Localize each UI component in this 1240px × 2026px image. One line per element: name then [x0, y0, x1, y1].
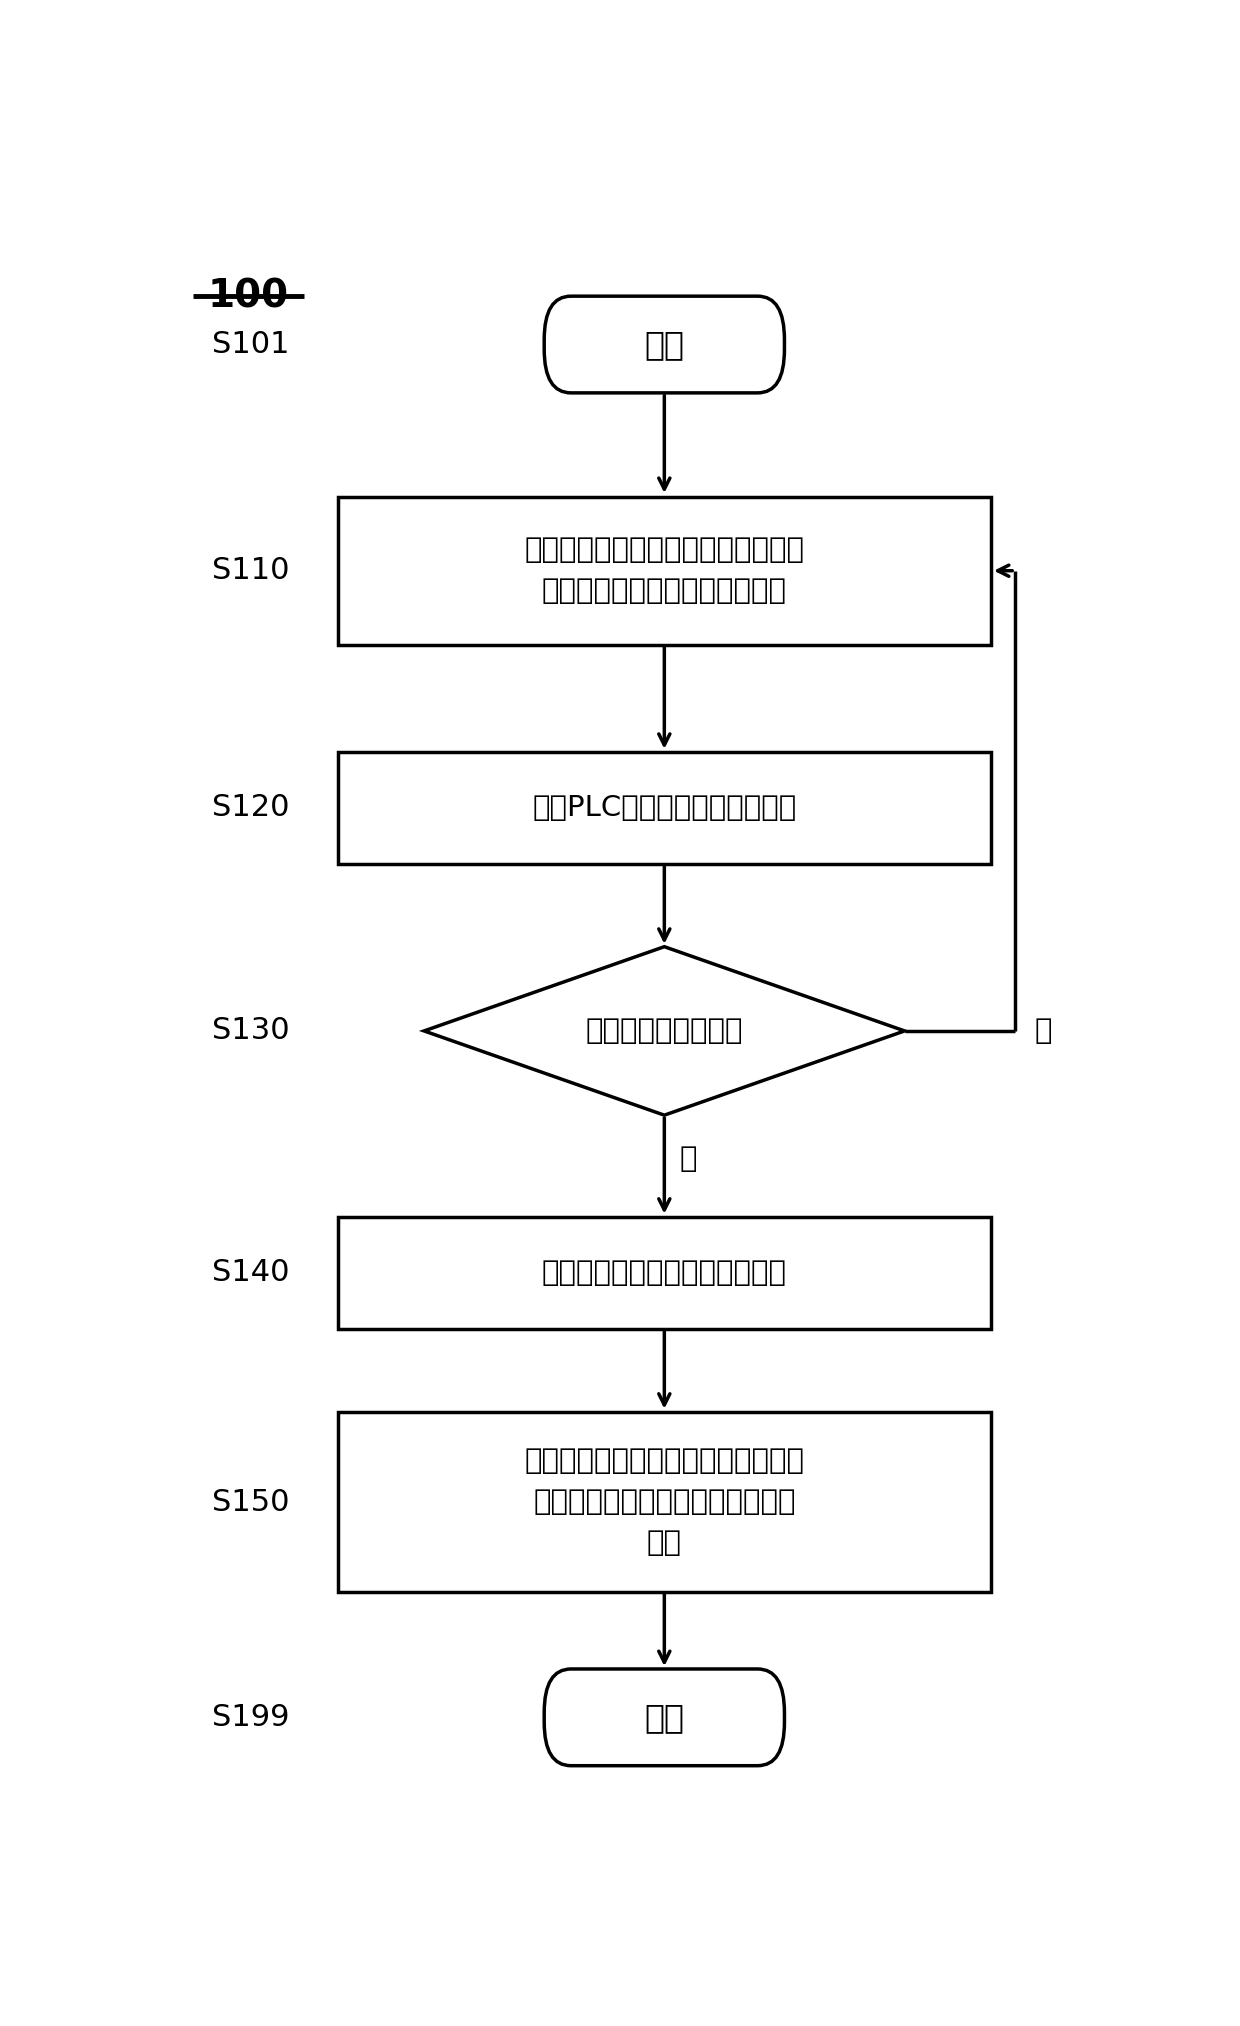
Text: S150: S150: [212, 1487, 290, 1517]
Text: 确定对于该运行错误的处理方式: 确定对于该运行错误的处理方式: [542, 1258, 787, 1287]
FancyBboxPatch shape: [544, 296, 785, 393]
Bar: [337, 496, 991, 644]
Text: 该运行错误可忽略？: 该运行错误可忽略？: [585, 1017, 743, 1045]
Text: S140: S140: [212, 1258, 290, 1287]
Polygon shape: [424, 946, 905, 1114]
Text: S130: S130: [212, 1017, 290, 1045]
Text: S120: S120: [212, 794, 290, 823]
Bar: [337, 1412, 991, 1592]
Text: 是: 是: [1034, 1017, 1052, 1045]
Bar: [337, 1216, 991, 1329]
Text: 对于每个子系统，将与该子系统相关
联的至少一个控制程序编为一组: 对于每个子系统，将与该子系统相关 联的至少一个控制程序编为一组: [525, 537, 805, 606]
Text: 100: 100: [208, 278, 289, 316]
Text: 结束: 结束: [645, 1702, 684, 1734]
Text: S110: S110: [212, 557, 290, 586]
Text: 否: 否: [680, 1145, 697, 1173]
Bar: [337, 752, 991, 863]
Text: 开始: 开始: [645, 328, 684, 361]
Text: 按照所确定的处理方式对发生该运行
错误的控制程序所属的组执行错误
处理: 按照所确定的处理方式对发生该运行 错误的控制程序所属的组执行错误 处理: [525, 1447, 805, 1558]
FancyBboxPatch shape: [544, 1669, 785, 1767]
Text: S199: S199: [212, 1702, 290, 1732]
Text: S101: S101: [212, 330, 290, 359]
Text: 检测PLC中控制程序的运行错误: 检测PLC中控制程序的运行错误: [532, 794, 796, 823]
